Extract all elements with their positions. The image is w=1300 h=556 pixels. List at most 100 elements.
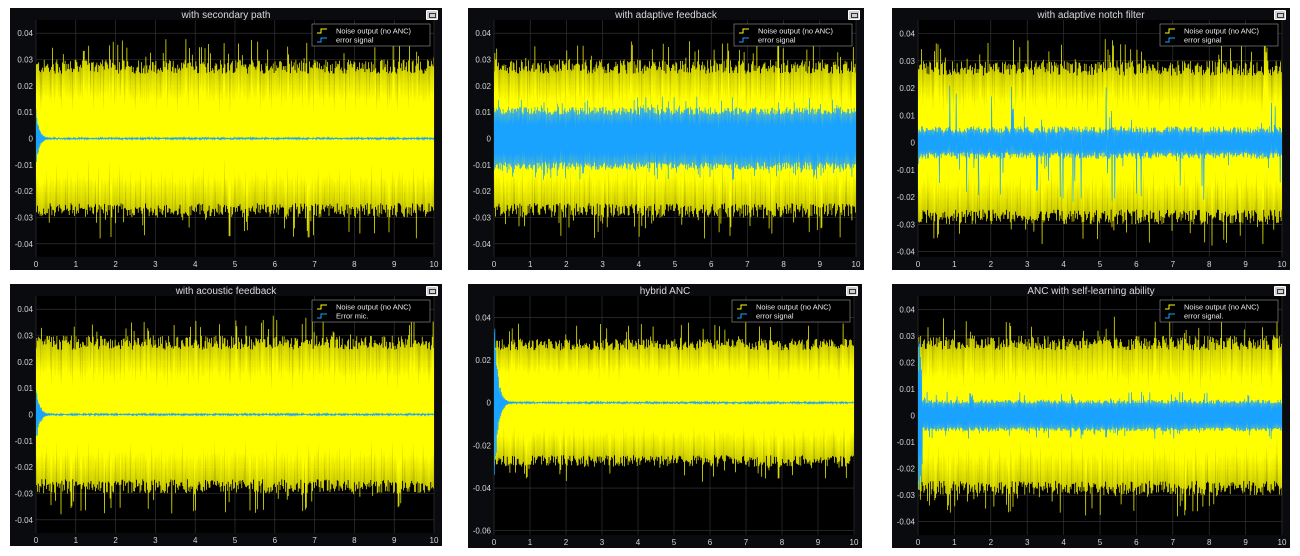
y-tick-label: 0.04 — [475, 313, 491, 322]
legend-entry: Noise output (no ANC) — [758, 27, 834, 36]
legend-box — [733, 23, 853, 47]
y-tick-label: -0.04 — [473, 484, 492, 493]
x-tick-label: 5 — [233, 536, 238, 545]
legend: Noise output (no ANC)error signal. — [1159, 299, 1279, 323]
y-tick-label: 0.01 — [17, 108, 33, 117]
legend-box — [1159, 299, 1279, 323]
y-tick-label: 0.04 — [17, 29, 33, 38]
y-tick-label: 0.03 — [475, 56, 491, 65]
x-tick-label: 1 — [952, 260, 957, 269]
legend: Noise output (no ANC)error signal — [733, 23, 853, 47]
y-tick-label: 0.02 — [17, 358, 33, 367]
x-tick-label: 0 — [492, 538, 497, 547]
legend-entry: Noise output (no ANC) — [1184, 27, 1260, 36]
legend-entry: Error mic. — [336, 312, 369, 321]
y-tick-label: 0.04 — [17, 305, 33, 314]
undock-icon[interactable] — [846, 286, 858, 296]
y-tick-label: 0.01 — [899, 385, 915, 394]
plot-svg: 0 1 2 3 4 5 6 7 8 9 10 0.04 0.02 0 -0.02 -0.04 -0.06 Nois… — [473, 296, 859, 547]
scope-panel-1: with secondary path 0 1 2 3 4 5 6 7 8 9 10 0.04 0.03… — [10, 8, 442, 270]
y-tick-label: 0 — [911, 412, 916, 421]
legend-swatch — [739, 28, 749, 34]
y-tick-label: -0.06 — [473, 527, 492, 536]
series-noise-output — [494, 322, 854, 482]
x-tick-label: 1 — [952, 538, 957, 547]
x-tick-label: 7 — [1171, 538, 1176, 547]
x-tick-label: 3 — [153, 536, 158, 545]
undock-icon[interactable] — [426, 286, 438, 296]
x-tick-label: 1 — [74, 260, 79, 269]
x-tick-label: 7 — [1171, 260, 1176, 269]
x-tick-label: 2 — [113, 260, 118, 269]
x-tick-label: 2 — [564, 538, 569, 547]
x-tick-label: 4 — [637, 260, 642, 269]
legend-swatch — [317, 37, 327, 43]
x-tick-label: 7 — [745, 260, 750, 269]
plot-svg: 0 1 2 3 4 5 6 7 8 9 10 0.04 0.03 0.02 0.01 0 -0.01 -0.02 -… — [473, 20, 861, 269]
legend: Noise output (no ANC)error signal — [731, 299, 851, 323]
y-tick-label: -0.04 — [15, 240, 34, 249]
plot-svg: 0 1 2 3 4 5 6 7 8 9 10 0.04 0.03 0.02 0.01 0 -0.01 -0.02 -… — [15, 20, 439, 269]
chart-title: hybrid ANC — [639, 286, 691, 297]
chart-title: with secondary path — [181, 10, 271, 21]
undock-icon[interactable] — [426, 10, 438, 20]
x-tick-label: 10 — [852, 260, 861, 269]
legend-box — [1159, 23, 1279, 47]
x-tick-label: 1 — [74, 536, 79, 545]
x-tick-label: 2 — [989, 538, 994, 547]
chart-title: ANC with self-learning ability — [1027, 286, 1155, 297]
series-noise-output — [36, 39, 434, 239]
x-tick-label: 8 — [780, 538, 785, 547]
plot-svg: 0 1 2 3 4 5 6 7 8 9 10 0.04 0.03 0.02 0.01 0 -0.01 -0.02 -… — [15, 296, 439, 545]
y-tick-label: 0.04 — [899, 30, 915, 39]
x-tick-label: 9 — [392, 536, 397, 545]
x-tick-label: 10 — [850, 538, 859, 547]
y-tick-label: 0.02 — [899, 84, 915, 93]
x-tick-label: 6 — [273, 260, 278, 269]
legend-swatch — [317, 313, 327, 319]
legend-box — [311, 23, 431, 47]
y-tick-label: -0.01 — [15, 437, 34, 446]
y-tick-label: 0.04 — [899, 305, 915, 314]
x-tick-label: 7 — [744, 538, 749, 547]
scope-panel-6: ANC with self-learning ability 0 1 2 3 4 5 6 7 8… — [892, 284, 1290, 548]
x-tick-label: 9 — [816, 538, 821, 547]
y-tick-label: -0.04 — [473, 240, 492, 249]
y-tick-label: -0.04 — [897, 518, 916, 527]
x-tick-label: 10 — [1278, 260, 1287, 269]
x-tick-label: 10 — [430, 260, 439, 269]
undock-icon[interactable] — [1274, 286, 1286, 296]
undock-icon[interactable] — [848, 10, 860, 20]
y-tick-label: -0.01 — [897, 438, 916, 447]
scope-panel-5: hybrid ANC 0 1 2 3 4 5 6 7 8 9 10 0.04 0.02 0 -0.02 -0.… — [468, 284, 862, 548]
x-tick-label: 5 — [1098, 538, 1103, 547]
y-tick-label: -0.02 — [897, 193, 916, 202]
y-tick-label: -0.02 — [473, 441, 492, 450]
legend-swatch — [737, 304, 747, 310]
y-tick-label: 0.01 — [475, 108, 491, 117]
y-tick-label: -0.03 — [15, 490, 34, 499]
x-tick-label: 3 — [153, 260, 158, 269]
series-error-signal — [36, 390, 434, 436]
x-tick-label: 5 — [1098, 260, 1103, 269]
y-tick-label: 0 — [29, 135, 34, 144]
x-tick-label: 8 — [1207, 538, 1212, 547]
y-tick-label: 0 — [487, 399, 492, 408]
y-tick-label: -0.03 — [897, 220, 916, 229]
y-tick-label: -0.02 — [473, 187, 492, 196]
x-tick-label: 8 — [1207, 260, 1212, 269]
y-tick-label: -0.02 — [897, 465, 916, 474]
plot-svg: 0 1 2 3 4 5 6 7 8 9 10 0.04 0.03 0.02 0.01 0 -0.01 -0.02 -… — [897, 20, 1287, 269]
scope-panel-2: with adaptive feedback 0 1 2 3 4 5 6 7 8 9 10 0.04 0… — [468, 8, 864, 270]
series-error-signal — [36, 109, 434, 163]
legend-entry: Noise output (no ANC) — [336, 27, 412, 36]
x-tick-label: 1 — [528, 538, 533, 547]
undock-icon[interactable] — [1274, 10, 1286, 20]
x-tick-label: 2 — [989, 260, 994, 269]
y-tick-label: 0 — [911, 139, 916, 148]
legend: Noise output (no ANC)error signal — [1159, 23, 1279, 47]
legend-entry: Noise output (no ANC) — [1184, 303, 1260, 312]
y-tick-label: -0.03 — [473, 214, 492, 223]
legend-box — [311, 299, 431, 323]
x-tick-label: 10 — [430, 536, 439, 545]
